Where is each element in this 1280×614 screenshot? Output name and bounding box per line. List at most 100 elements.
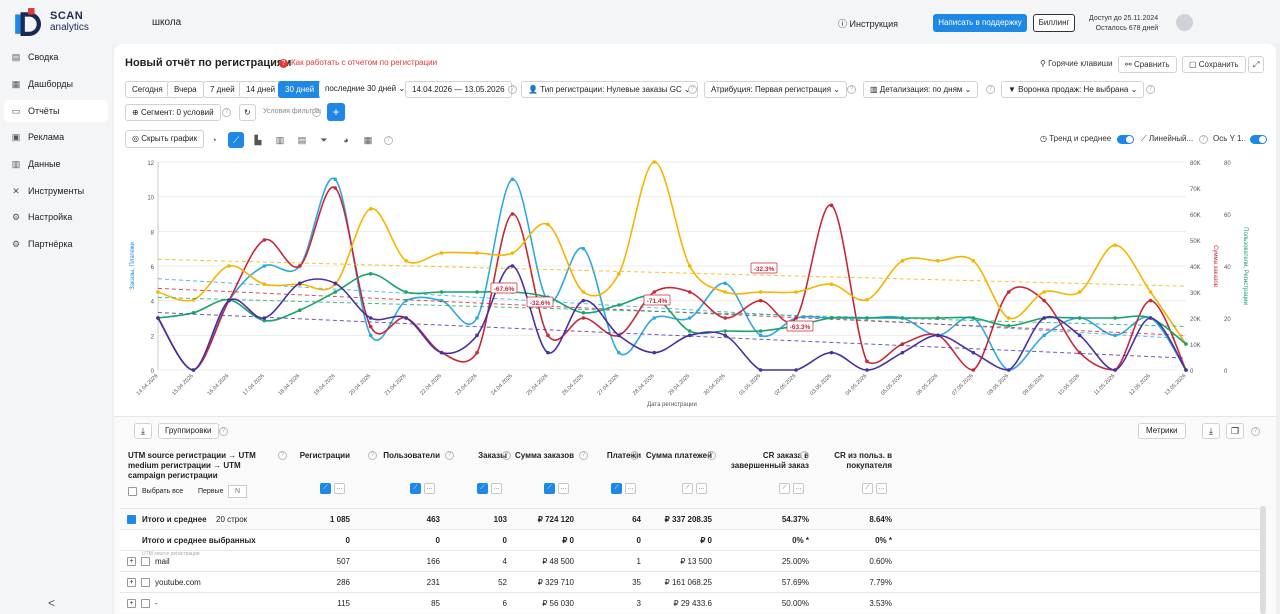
data-point[interactable] [900, 350, 905, 355]
period-yesterday[interactable]: Вчера [167, 81, 204, 98]
series-line[interactable] [157, 265, 1187, 371]
data-point[interactable] [758, 368, 763, 372]
export-button[interactable]: ⤓ [134, 423, 152, 439]
data-point[interactable] [723, 329, 727, 333]
data-point[interactable] [262, 282, 267, 286]
data-point[interactable] [475, 333, 479, 338]
data-point[interactable] [368, 272, 373, 276]
data-point[interactable] [475, 290, 479, 294]
help-icon[interactable]: ? [986, 85, 995, 94]
column-chart-toggle[interactable]: ⟋ [611, 483, 622, 494]
data-point[interactable] [865, 359, 869, 364]
help-icon[interactable]: ? [508, 85, 517, 94]
column-chart-toggle[interactable]: ⟋ [682, 483, 693, 494]
data-point[interactable] [404, 290, 408, 294]
data-point[interactable] [404, 259, 408, 263]
funnel-select[interactable]: ▼ Воронка продаж: Не выбрана ⌄ [1001, 81, 1145, 98]
help-icon[interactable]: ? [707, 451, 716, 460]
data-point[interactable] [1006, 290, 1011, 294]
data-point[interactable] [156, 316, 160, 320]
table-row[interactable]: + UTM source регистрации mail 507 166 4 ₽ 48 5… [120, 550, 1260, 571]
data-point[interactable] [1042, 316, 1047, 320]
attribution-select[interactable]: Атрибуция: Первая регистрация ⌄ [704, 81, 847, 98]
data-point[interactable] [687, 329, 692, 333]
period-select[interactable]: последние 30 дней ⌄ [319, 81, 412, 98]
data-point[interactable] [865, 368, 869, 372]
avatar[interactable] [1176, 14, 1193, 31]
column-header[interactable]: Сумма заказов [515, 451, 574, 460]
row-checkbox[interactable] [141, 578, 150, 587]
support-button[interactable]: Написать в поддержку [933, 14, 1027, 32]
help-icon[interactable]: ? [312, 108, 321, 117]
data-point[interactable] [227, 264, 231, 268]
data-point[interactable] [652, 160, 657, 164]
funnel-chart-icon[interactable]: ⏷ [320, 135, 328, 145]
registration-type-select[interactable]: 👤 Тип регистрации: Нулевые заказы GC ⌄ [521, 81, 698, 98]
help-icon[interactable]: ? [1146, 85, 1155, 94]
data-point[interactable] [971, 259, 976, 263]
data-point[interactable] [971, 368, 976, 372]
data-point[interactable] [546, 222, 550, 227]
column-menu-button[interactable]: … [424, 483, 435, 494]
sidebar-item-dashboards[interactable]: ▦ Дашборды [4, 73, 108, 95]
data-point[interactable] [936, 333, 940, 338]
series-line[interactable] [157, 186, 1187, 371]
table-row[interactable]: + - 115 85 6 ₽ 56 030 3 ₽ 29 433.6 50.00% 3.53% [120, 592, 1260, 613]
groupings-button[interactable]: Группировки [158, 423, 219, 439]
data-point[interactable] [1184, 368, 1188, 372]
data-point[interactable] [723, 316, 727, 320]
column-header[interactable]: Заказы [478, 451, 507, 460]
data-point[interactable] [900, 259, 905, 263]
data-point[interactable] [333, 290, 338, 294]
data-point[interactable] [723, 281, 727, 286]
sidebar-item-settings[interactable]: ⚙ Настройка [4, 206, 108, 228]
compare-button[interactable]: ⚯ Сравнить [1118, 56, 1177, 73]
data-point[interactable] [1113, 243, 1117, 247]
column-menu-button[interactable]: … [696, 483, 707, 494]
expand-row-button[interactable]: + [127, 578, 136, 587]
period-7-days[interactable]: 7 дней [203, 81, 242, 98]
sidebar-item-tools[interactable]: ✕ Инструменты [4, 180, 108, 202]
data-point[interactable] [1148, 316, 1153, 320]
period-today[interactable]: Сегодня [125, 81, 170, 98]
period-14-days[interactable]: 14 дней [239, 81, 283, 98]
column-chart-toggle[interactable]: ⟋ [779, 483, 790, 494]
data-point[interactable] [687, 290, 692, 294]
data-point[interactable] [971, 316, 976, 320]
data-point[interactable] [439, 350, 444, 355]
data-point[interactable] [262, 316, 267, 320]
data-point[interactable] [546, 350, 550, 355]
help-icon[interactable]: ? [579, 451, 588, 460]
data-point[interactable] [581, 290, 586, 294]
column-chart-toggle[interactable]: ⟋ [477, 483, 488, 494]
column-chart-toggle[interactable]: ⟋ [544, 483, 555, 494]
column-menu-button[interactable]: … [334, 483, 345, 494]
data-point[interactable] [1042, 333, 1047, 338]
data-point[interactable] [404, 316, 408, 320]
hotkeys-button[interactable]: ⚲ Горячие клавиши [1040, 56, 1113, 73]
help-icon[interactable]: ? [278, 451, 287, 460]
data-point[interactable] [900, 316, 905, 320]
stacked-bar-icon[interactable]: ▤ [297, 135, 307, 145]
data-point[interactable] [1148, 290, 1153, 294]
column-chart-toggle[interactable]: ⟋ [320, 483, 331, 494]
data-point[interactable] [1113, 368, 1117, 372]
data-point[interactable] [687, 316, 692, 320]
data-point[interactable] [1042, 290, 1047, 294]
data-point[interactable] [936, 259, 940, 263]
gauge-icon[interactable]: ◕ [343, 135, 349, 145]
column-menu-button[interactable]: … [558, 483, 569, 494]
dimension-header[interactable]: UTM source регистрации → UTM medium реги… [128, 451, 256, 480]
data-point[interactable] [510, 264, 515, 268]
data-point[interactable] [262, 264, 267, 268]
grid-icon[interactable]: ▦ [363, 135, 373, 145]
save-button[interactable]: ▢ Сохранить [1182, 56, 1246, 73]
date-range-picker[interactable]: 14.04.2026 — 13.05.2026 [405, 81, 512, 98]
data-point[interactable] [723, 333, 727, 338]
data-point[interactable] [581, 311, 586, 315]
help-icon[interactable]: ? [502, 451, 511, 460]
data-point[interactable] [297, 308, 302, 312]
line-chart-icon[interactable]: ⟋ [228, 132, 244, 148]
data-point[interactable] [439, 298, 444, 303]
series-line[interactable] [157, 272, 1187, 345]
